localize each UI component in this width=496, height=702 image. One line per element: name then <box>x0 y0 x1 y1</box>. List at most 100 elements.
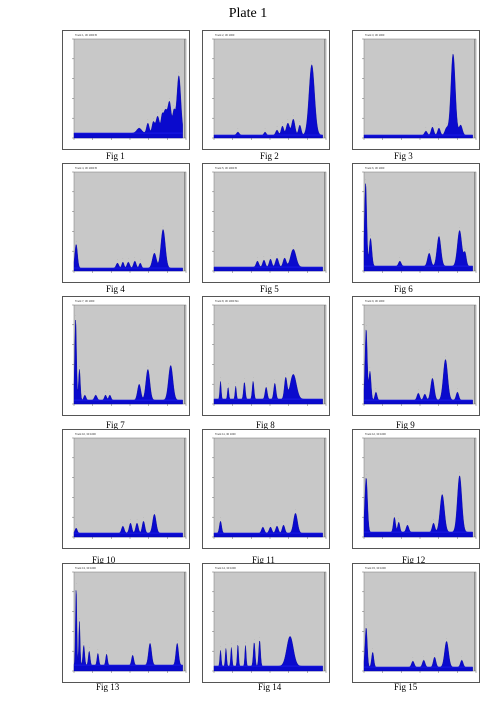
peak-marker: · <box>153 117 154 120</box>
plot-area <box>363 571 477 672</box>
track-header: Track 3, 30 1000 <box>365 33 385 37</box>
peak-marker: · <box>117 259 118 262</box>
chromatogram-panel: Track 14, 30 1000 · · · · · · · · <box>202 563 330 683</box>
chromatogram-svg: Track 7, 30 1000··· · · ···· <box>72 299 187 406</box>
peak-marker: · <box>293 370 294 373</box>
chromatogram-panel: Track 3, 30 1000 · · · · · · <box>352 30 480 150</box>
chromatogram-panel: Track 13, 30 1000 · · · · · · · · · <box>62 563 190 683</box>
peak-marker: · <box>89 647 90 650</box>
peak-marker: · <box>150 639 151 642</box>
peak-marker: · <box>154 249 155 252</box>
peak-marker: · <box>433 519 434 522</box>
chromatogram-svg: Track 11, 30 1000 · · · · · · <box>212 432 327 539</box>
peak-marker: · <box>290 632 291 635</box>
peak-marker: · <box>259 636 260 639</box>
chromatogram-svg: Track 14, 30 1000 · · · · · · · · <box>212 566 327 673</box>
plot-area <box>213 171 327 272</box>
peak-marker: · <box>231 643 232 646</box>
peak-marker: · <box>293 245 294 248</box>
peak-marker: · <box>270 523 271 526</box>
track-header: Track 7, 30 1000 <box>75 299 95 303</box>
figure-label: Fig 12 <box>402 555 426 565</box>
figure-label: Fig 15 <box>394 682 418 692</box>
peak-marker: · <box>139 124 140 127</box>
peak-marker: · <box>174 104 175 107</box>
peak-marker: · <box>266 383 267 386</box>
peak-marker: · <box>235 382 236 385</box>
peak-marker: · <box>295 509 296 512</box>
figure-label: Fig 7 <box>106 420 125 430</box>
peak-marker: · <box>461 656 462 659</box>
peak-marker: · <box>132 651 133 654</box>
peak-marker: · <box>109 391 110 394</box>
peak-marker: · <box>139 380 140 383</box>
peak-marker: · <box>277 254 278 257</box>
peak-marker: · <box>162 109 163 112</box>
peak-marker: · <box>370 234 371 237</box>
peak-marker: · <box>147 365 148 368</box>
chromatogram-panel: Track 7, 30 1000 · · · · · · · · · <box>62 296 190 416</box>
peak-marker: · <box>270 255 271 258</box>
chromatogram-svg: Track 10, 30 1000 · · · · · · <box>72 432 187 539</box>
peak-marker: · <box>265 128 266 131</box>
peak-marker: · <box>274 379 275 382</box>
peak-marker: · <box>178 71 179 74</box>
peak-marker: · <box>122 258 123 261</box>
plot-area <box>73 437 187 538</box>
peak-marker: · <box>446 637 447 640</box>
peak-marker: · <box>299 121 300 124</box>
peak-marker: · <box>442 490 443 493</box>
peak-marker: · <box>254 638 255 641</box>
peak-marker: · <box>122 522 123 525</box>
peak-marker: · <box>366 473 367 476</box>
peak-marker: · <box>106 650 107 653</box>
figure-label: Fig 6 <box>394 284 413 294</box>
peak-marker: · <box>277 126 278 129</box>
figure-label: Fig 3 <box>394 151 413 161</box>
peak-marker: · <box>154 510 155 513</box>
peak-marker: · <box>128 258 129 261</box>
plate-title: Plate 1 <box>228 6 268 21</box>
figure-label: Fig 8 <box>256 420 275 430</box>
peak-marker: · <box>147 119 148 122</box>
peak-marker: · <box>465 247 466 250</box>
peak-marker: · <box>439 124 440 127</box>
plot-area <box>73 571 187 672</box>
peak-marker: · <box>453 49 454 52</box>
chromatogram-svg: Track 4, 30 1000 B · · · · · · · · <box>72 166 187 273</box>
chromatogram-panel: Track 2, 30 1000 · · · · · · · · <box>202 30 330 150</box>
peak-marker: · <box>412 657 413 660</box>
chromatogram-panel: Track 6, 30 1000 · · · · · · · <box>352 163 480 283</box>
peak-marker: · <box>459 226 460 229</box>
chromatogram-svg: Track 9, 30 1000 · · · · · · · · <box>362 299 477 406</box>
peak-marker: · <box>394 513 395 516</box>
plot-area <box>363 304 477 405</box>
figure-label: Fig 13 <box>96 682 120 692</box>
peak-marker: · <box>257 257 258 260</box>
track-header: Track 11, 30 1000 <box>215 432 236 436</box>
peak-marker: · <box>439 232 440 235</box>
peak-marker: · <box>372 648 373 651</box>
track-header: Track 6, 30 1000 <box>365 166 385 170</box>
plot-area <box>213 437 327 538</box>
peak-marker: · <box>285 373 286 376</box>
peak-marker: · <box>134 257 135 260</box>
plot-area <box>73 171 187 272</box>
peak-marker: · <box>366 324 367 327</box>
peak-marker: · <box>75 314 76 317</box>
track-header: Track 4, 30 1000 B <box>75 166 97 170</box>
figure-label: Fig 11 <box>252 555 275 565</box>
chromatogram-svg: Track 13, 30 1000 · · · · · · · · · <box>72 566 187 673</box>
figure-label: Fig 9 <box>396 420 415 430</box>
peak-marker: · <box>365 178 366 181</box>
peak-marker: · <box>446 123 447 126</box>
peak-marker: · <box>311 60 312 63</box>
peak-marker: · <box>366 623 367 626</box>
peak-marker: · <box>287 119 288 122</box>
plot-area <box>73 304 187 405</box>
peak-marker: · <box>228 383 229 386</box>
chromatogram-panel: Track 9, 30 1000 · · · · · · · · <box>352 296 480 416</box>
peak-marker: · <box>79 365 80 368</box>
peak-marker: · <box>169 97 170 100</box>
chromatogram-svg: Track 12, 30 1000······· <box>362 432 477 539</box>
